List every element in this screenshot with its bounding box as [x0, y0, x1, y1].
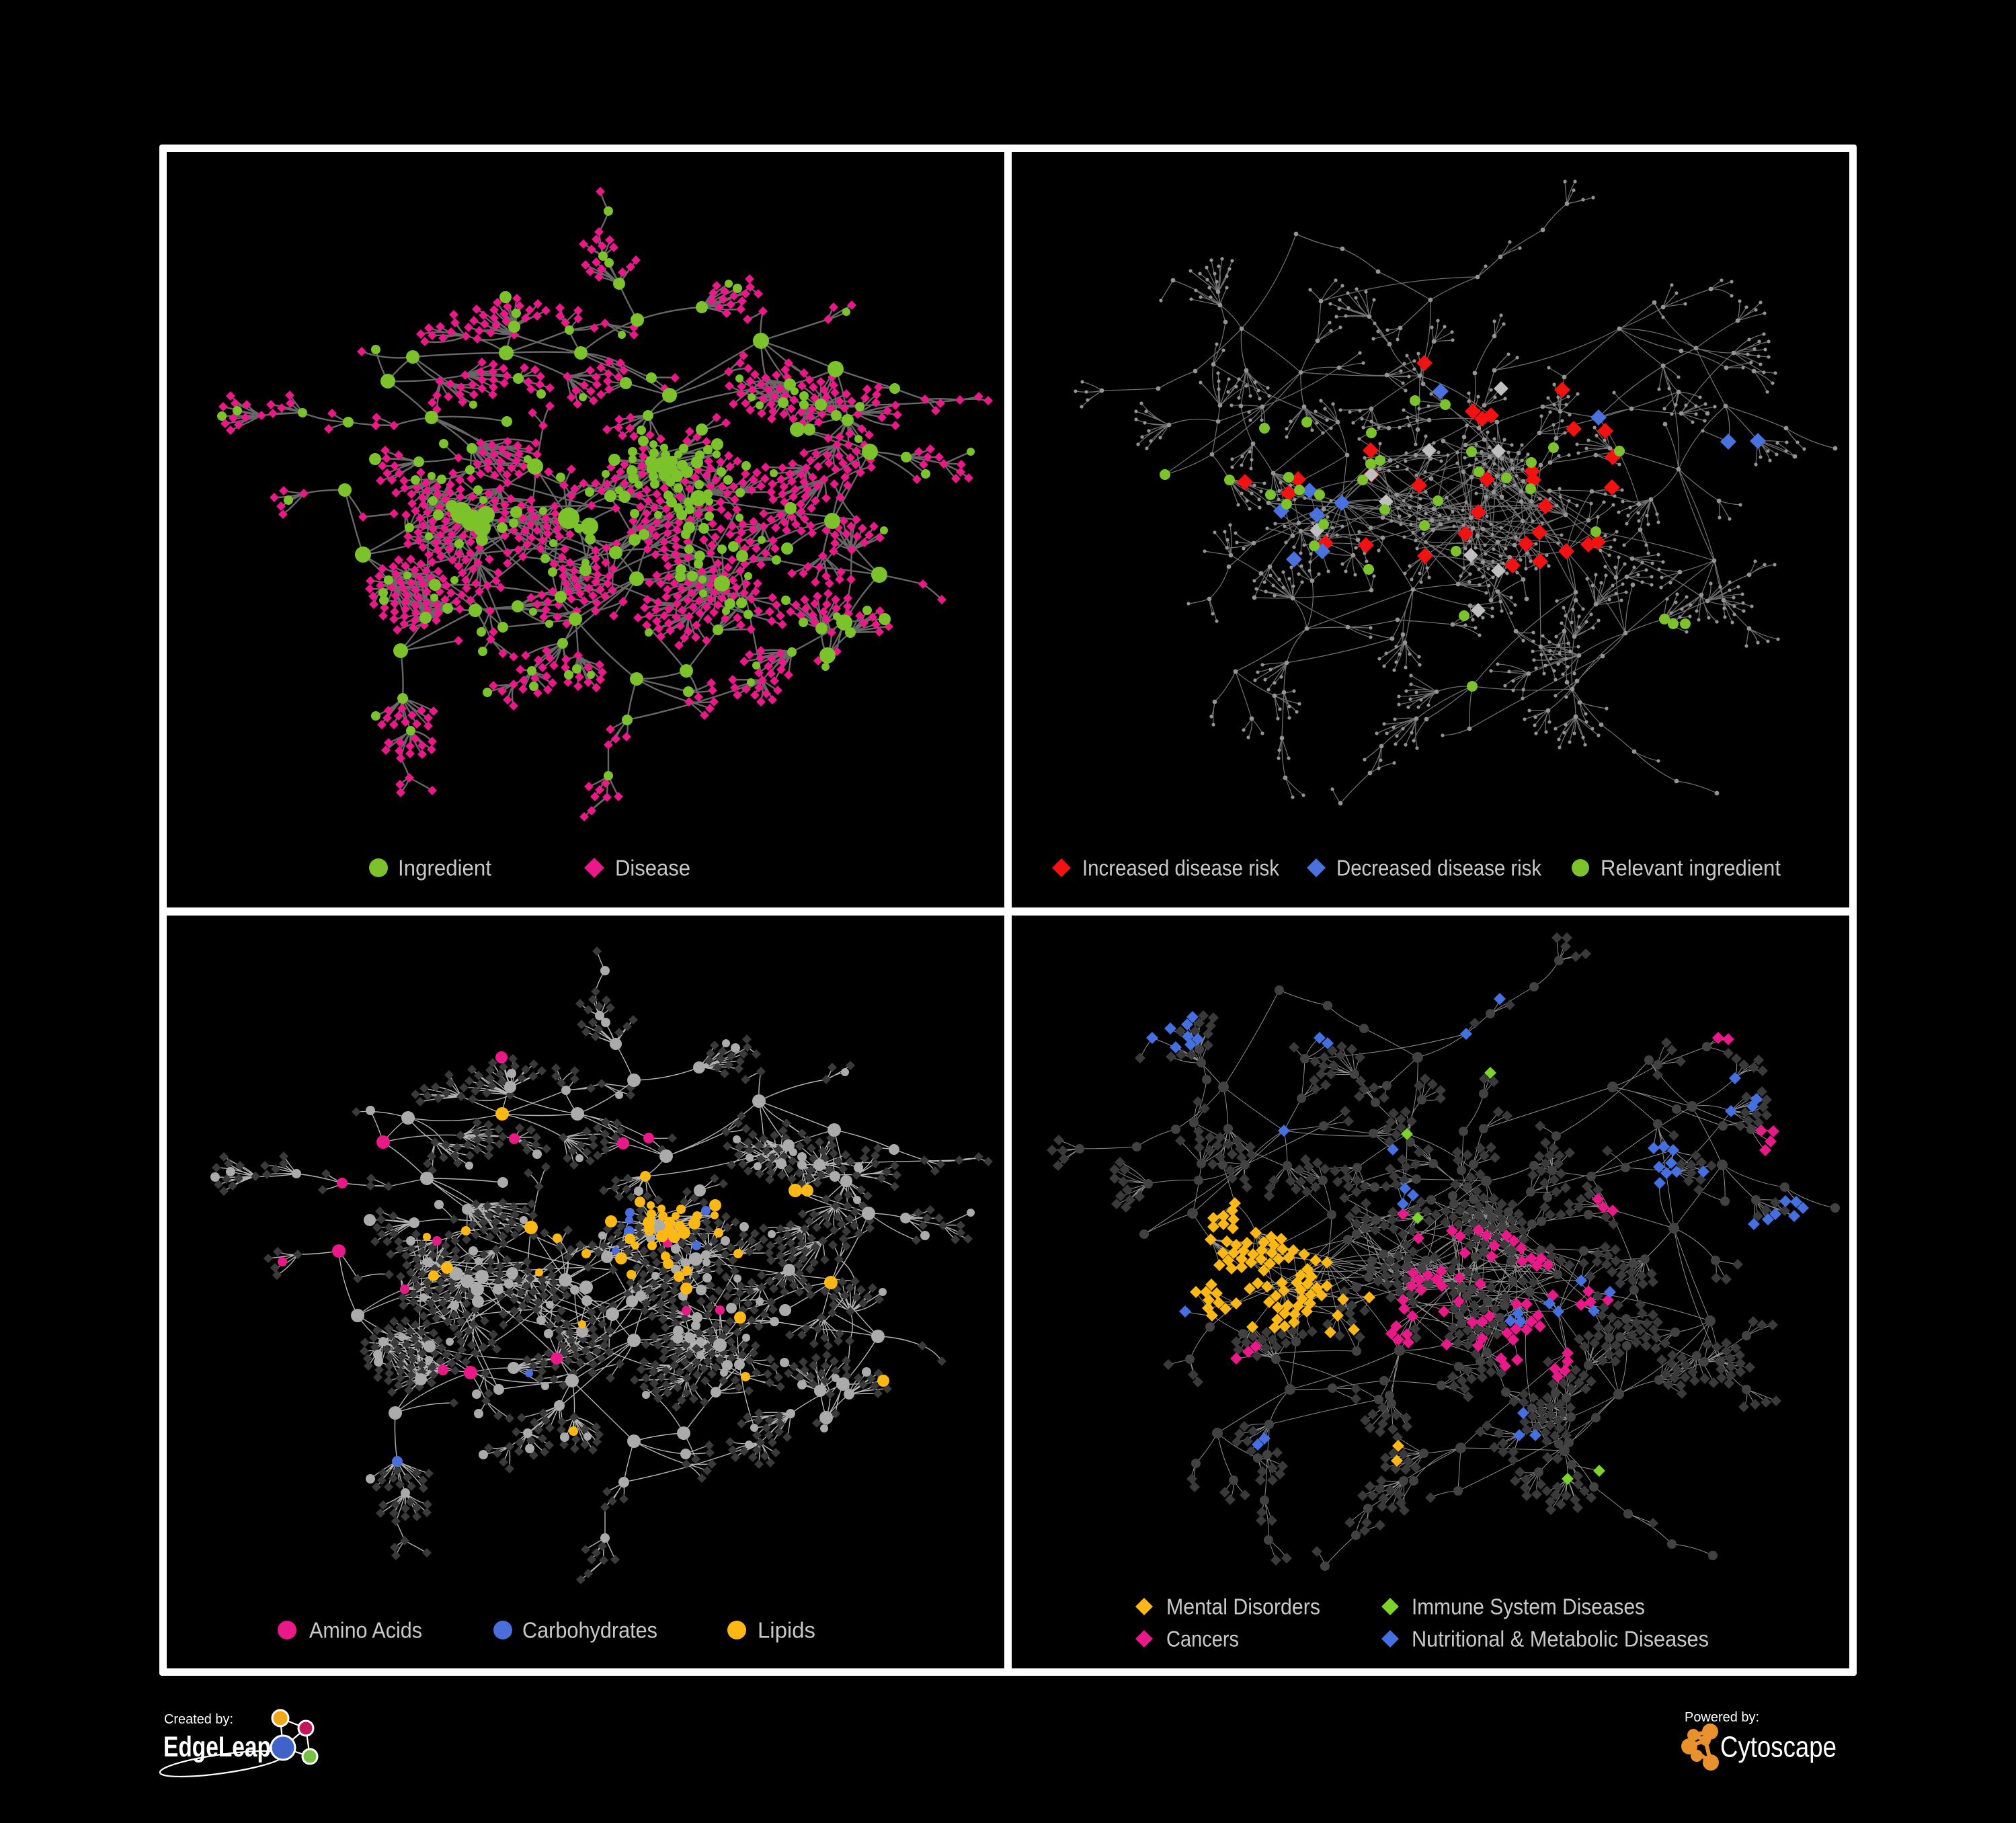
svg-text:Decreased disease risk: Decreased disease risk	[1336, 856, 1541, 881]
svg-text:Carbohydrates: Carbohydrates	[522, 1618, 657, 1643]
svg-text:Cytoscape: Cytoscape	[1720, 1731, 1837, 1764]
svg-text:Amino Acids: Amino Acids	[309, 1618, 422, 1643]
svg-text:Ingredient: Ingredient	[398, 856, 491, 881]
svg-text:Lipids: Lipids	[758, 1618, 815, 1643]
svg-text:EdgeLeap: EdgeLeap	[163, 1731, 271, 1763]
svg-text:Relevant ingredient: Relevant ingredient	[1601, 856, 1781, 881]
svg-text:Created by:: Created by:	[164, 1712, 233, 1727]
svg-text:Immune System Diseases: Immune System Diseases	[1412, 1594, 1645, 1619]
svg-text:Increased disease risk: Increased disease risk	[1082, 856, 1279, 881]
svg-text:Cancers: Cancers	[1166, 1627, 1239, 1652]
svg-text:Mental Disorders: Mental Disorders	[1166, 1594, 1320, 1619]
svg-text:Powered by:: Powered by:	[1685, 1710, 1759, 1725]
svg-text:Disease: Disease	[615, 856, 690, 881]
svg-text:Nutritional & Metabolic Diseas: Nutritional & Metabolic Diseases	[1412, 1627, 1709, 1652]
